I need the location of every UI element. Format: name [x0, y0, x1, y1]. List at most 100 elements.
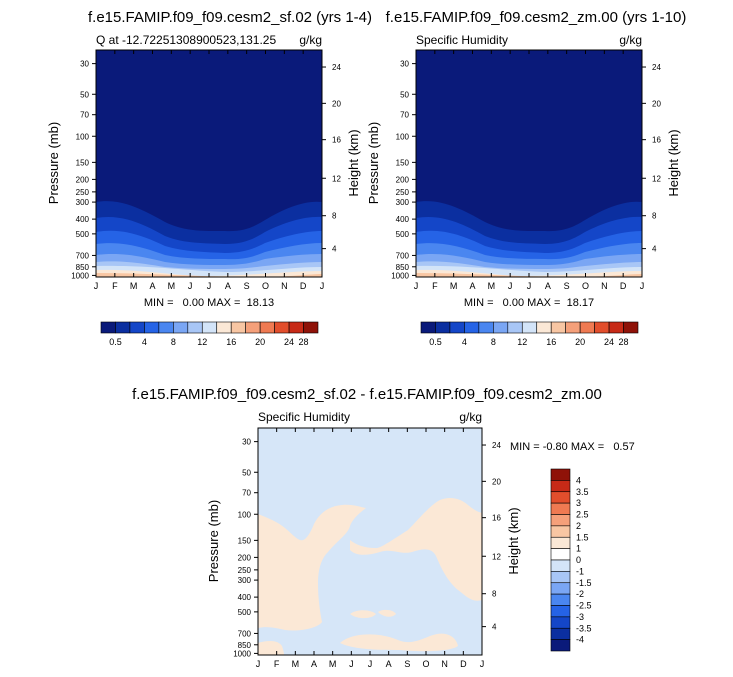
panel3-colorbar-label: 3 — [576, 498, 581, 508]
panel3-xtick-label: D — [460, 659, 467, 669]
panel1-colorbar-swatch — [259, 321, 275, 334]
panel3-colorbar-swatch — [550, 468, 571, 481]
panel2-colorbar-swatch — [565, 321, 581, 334]
panel1-colorbar-label: 24 — [284, 337, 294, 347]
panel2-ytick-label: 30 — [400, 60, 409, 69]
panel3-positive-region-1 — [258, 504, 366, 631]
panel1-ytick-label: 250 — [76, 188, 90, 197]
panel3-colorbar-swatch — [550, 559, 571, 572]
panel3-colorbar-label: -1 — [576, 566, 584, 576]
panel1-colorbar-swatch — [230, 321, 246, 334]
panel3-ytick-right-label: 12 — [492, 552, 501, 561]
panel2-colorbar-swatch — [536, 321, 552, 334]
panel3-colorbar-label: -4 — [576, 635, 584, 645]
panel3-colorbar-label: -2 — [576, 589, 584, 599]
panel3-colorbar-label: 0 — [576, 555, 581, 565]
panel1-xtick-label: A — [225, 281, 231, 291]
panel3-xtick-label: S — [404, 659, 410, 669]
panel3-colorbar-swatch — [550, 491, 571, 504]
panel1-colorbar-swatch — [158, 321, 174, 334]
panel3-ytick-label: 150 — [238, 536, 252, 545]
panel1-xtick-label: J — [94, 281, 99, 291]
panel3-ytick-label: 300 — [238, 576, 252, 585]
panel1-xtick-label: A — [149, 281, 155, 291]
panel3-subtitle: Specific Humidity — [258, 410, 350, 424]
panel1-stats: MIN = 0.00 MAX = 18.13 — [144, 297, 274, 309]
panel2-colorbar-swatch — [478, 321, 494, 334]
panel1-ylabel: Pressure (mb) — [46, 122, 61, 204]
panel1-colorbar-swatch — [303, 321, 319, 334]
panel2-ytick-label: 100 — [396, 132, 410, 141]
panel2-ytick-right-label: 20 — [652, 99, 661, 108]
panel2-ytick-right-label: 4 — [652, 245, 657, 254]
panel3-colorbar-label: -2.5 — [576, 601, 592, 611]
panel2-ytick-right-label: 12 — [652, 174, 661, 183]
panel2-ytick-label: 700 — [396, 251, 410, 260]
panel1-colorbar-swatch — [216, 321, 232, 334]
panel1-colorbar-label: 8 — [171, 337, 176, 347]
panel1-colorbar-swatch — [173, 321, 189, 334]
panel3-colorbar-label: 1 — [576, 544, 581, 554]
panel3-ytick-label: 250 — [238, 566, 252, 575]
panel1-colorbar: 0.5 4 8 12 16 20 24 28 — [100, 321, 319, 347]
panel3-positive-region-3 — [258, 605, 264, 628]
panel2-ytick-label: 300 — [396, 198, 410, 207]
panel2-xtick-label: J — [640, 281, 645, 291]
panel3-xtick-label: J — [256, 659, 261, 669]
panel1-ylabel-right: Height (km) — [346, 129, 361, 196]
panel2-xtick-label: J — [414, 281, 419, 291]
panel3-colorbar-swatch — [550, 536, 571, 549]
panel1-colorbar-swatch — [144, 321, 160, 334]
panel2-colorbar-swatch — [493, 321, 509, 334]
panel3-colorbar-swatch — [550, 514, 571, 527]
panel3-colorbar-swatch — [550, 627, 571, 640]
panel2-ytick-label: 850 — [396, 263, 410, 272]
panel1-units: g/kg — [299, 33, 322, 47]
panel3-ytick-label: 30 — [242, 438, 251, 447]
panel3-ytick-label: 70 — [242, 489, 251, 498]
panel2-subtitle: Specific Humidity — [416, 33, 508, 47]
panel3-ytick-label: 1000 — [233, 649, 251, 658]
panel3-colorbar-swatch — [550, 582, 571, 595]
panel3-colorbar-swatch — [550, 593, 571, 606]
panel3-ylabel: Pressure (mb) — [206, 500, 221, 582]
panel1-colorbar-label: 16 — [226, 337, 236, 347]
panel3-xtick-label: M — [329, 659, 337, 669]
panel1-xtick-label: O — [262, 281, 269, 291]
panel1-xtick-label: F — [112, 281, 118, 291]
panel3-xtick-label: N — [441, 659, 448, 669]
panel1-ytick-right-label: 4 — [332, 245, 337, 254]
panel2-colorbar-swatch — [594, 321, 610, 334]
panel3-positive-region-6 — [340, 633, 458, 652]
panel3-colorbar-label: 4 — [576, 475, 581, 485]
panel1-ytick-right-label: 12 — [332, 174, 341, 183]
panel1-ytick-label: 850 — [76, 263, 90, 272]
panel1-colorbar-swatch — [274, 321, 290, 334]
panel2-ytick-right-label: 8 — [652, 212, 657, 221]
panel3-colorbar-swatch — [550, 525, 571, 538]
panel1-ytick-label: 400 — [76, 215, 90, 224]
panel3-positive-region-7 — [258, 641, 284, 655]
panel1-colorbar-label: 12 — [197, 337, 207, 347]
panel1-xtick-label: D — [300, 281, 307, 291]
panel2-ytick-right-label: 16 — [652, 136, 661, 145]
panel1-ytick-label: 30 — [80, 60, 89, 69]
panel1-xtick-label: M — [130, 281, 138, 291]
panel3-colorbar-label: -3.5 — [576, 623, 592, 633]
panel3-xtick-label: J — [480, 659, 485, 669]
panel3-ytick-label: 700 — [238, 629, 252, 638]
panel2-colorbar-swatch — [507, 321, 523, 334]
panel1-ytick-label: 300 — [76, 198, 90, 207]
panel2-colorbar-swatch — [623, 321, 639, 334]
panel-zm00: f.e15.FAMIP.f09_f09.cesm2_zm.00 (yrs 1-1… — [366, 9, 686, 347]
panel1-xtick-label: N — [281, 281, 288, 291]
panel2-colorbar-label: 8 — [491, 337, 496, 347]
panel2-colorbar-label: 16 — [546, 337, 556, 347]
panel1-ytick-label: 200 — [76, 175, 90, 184]
panel2-colorbar-swatch — [464, 321, 480, 334]
panel2-colorbar-swatch — [550, 321, 566, 334]
panel1-colorbar-swatch — [201, 321, 218, 334]
